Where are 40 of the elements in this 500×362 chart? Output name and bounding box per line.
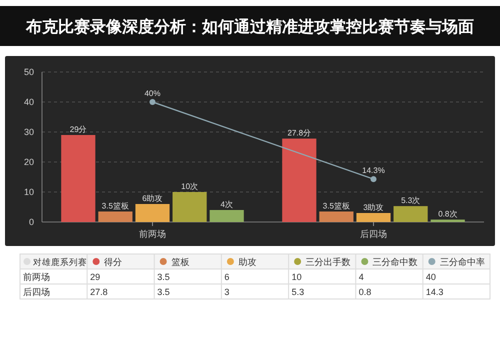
legend-label: 三分出手数 xyxy=(306,257,351,267)
data-label: 3.5篮板 xyxy=(102,202,129,210)
y-tick-label: 40 xyxy=(24,97,34,107)
y-tick-label: 50 xyxy=(24,67,34,77)
data-label: 40% xyxy=(144,89,161,98)
y-tick-label: 10 xyxy=(24,187,34,197)
legend-label: 得分 xyxy=(104,257,122,267)
category-label: 后四场 xyxy=(23,287,50,297)
data-label: 29分 xyxy=(70,125,87,134)
text: 29 xyxy=(90,272,100,282)
y-tick-label: 20 xyxy=(24,157,34,167)
y-tick-label: 30 xyxy=(24,127,34,137)
text: 3.5 xyxy=(157,272,170,282)
data-label: 4次 xyxy=(220,200,233,209)
legend-title: 对雄鹿系列赛 xyxy=(33,257,87,267)
text: 0.8 xyxy=(358,287,372,297)
text: 5.3 xyxy=(292,287,304,297)
data-label: 14.3% xyxy=(362,166,385,176)
data-label: 27.8分 xyxy=(287,128,312,138)
data-label: 3.5篮板 xyxy=(322,202,350,210)
y-tick-label: 0 xyxy=(28,217,34,227)
text: 3 xyxy=(224,287,230,297)
data-label: 5.3次 xyxy=(401,196,420,206)
category-label: 前两场 xyxy=(23,272,50,282)
text: 10 xyxy=(292,272,302,282)
text: 27.8 xyxy=(90,287,108,297)
legend-label: 助攻 xyxy=(238,257,256,267)
legend-label: 三分命中数 xyxy=(372,257,418,267)
chart-title: 布克比赛录像深度分析：如何通过精准进攻掌控比赛节奏与场面 xyxy=(25,17,474,36)
text: 6 xyxy=(224,272,230,282)
text: 4 xyxy=(358,272,364,282)
legend-label: 篮板 xyxy=(171,257,190,267)
data-label: 10次 xyxy=(181,182,198,191)
data-label: 0.8次 xyxy=(438,210,458,219)
text: 40 xyxy=(426,272,436,282)
data-label: 6助攻 xyxy=(142,194,163,203)
text: 3.5 xyxy=(157,287,170,297)
legend-label: 三分命中率 xyxy=(440,257,485,267)
data-label: 3助攻 xyxy=(363,203,384,212)
text: 14.3 xyxy=(426,287,444,297)
